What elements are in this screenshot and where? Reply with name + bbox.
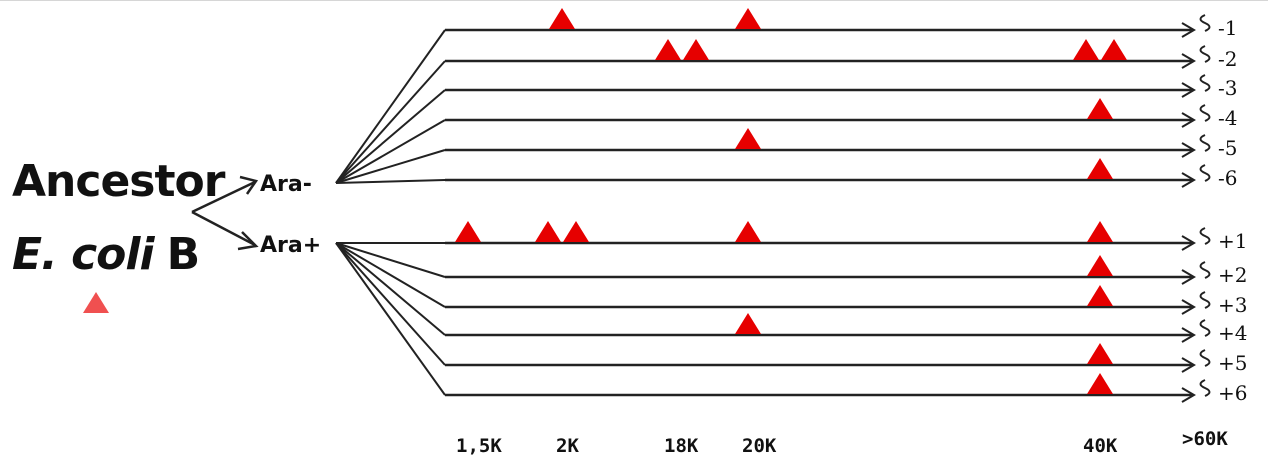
ancestor-strain-label: E. coli B (12, 233, 200, 277)
wavy-break-icon (1199, 104, 1211, 122)
wavy-break-icon (1199, 14, 1211, 32)
mutation-triangle-icon (1087, 221, 1113, 242)
ara-minus-population-label: -3 (1218, 76, 1238, 100)
arrowhead-icon (1181, 235, 1196, 251)
species-name: E. coli (12, 229, 155, 280)
mutation-triangle-icon (535, 221, 561, 242)
wavy-break-icon (1199, 164, 1211, 182)
ara-minus-branch-line (335, 89, 446, 184)
mutation-triangle-icon (735, 8, 761, 29)
wavy-break-icon (1199, 45, 1211, 63)
wavy-break-icon (1199, 261, 1211, 279)
ara-minus-population-label: -5 (1218, 136, 1238, 160)
ara-minus-branch-line (335, 179, 446, 184)
ancestor-triangle-icon (83, 292, 109, 313)
mutation-triangle-icon (655, 39, 681, 60)
mutation-triangle-icon (1101, 39, 1127, 60)
generation-tick-label: 18K (664, 435, 699, 457)
wavy-break-icon (1199, 291, 1211, 309)
generation-tick-label: 20K (742, 435, 777, 457)
ara-minus-population-label: -1 (1218, 16, 1238, 40)
mutation-triangle-icon (1073, 39, 1099, 60)
wavy-break-icon (1199, 379, 1211, 397)
ara-plus-population-label: +5 (1218, 351, 1248, 375)
arrowhead-icon (1181, 53, 1196, 69)
ara-plus-population-label: +1 (1218, 229, 1248, 253)
mutation-triangle-icon (1087, 343, 1113, 364)
arrowhead-icon (1181, 357, 1196, 373)
ara-minus-population-label: -4 (1218, 106, 1238, 130)
mutation-triangle-icon (735, 313, 761, 334)
branch-arrow-plus (191, 210, 256, 247)
mutation-triangle-icon (1087, 98, 1113, 119)
ara-minus-branch-line (335, 149, 446, 184)
arrowhead-icon (1181, 327, 1196, 343)
ara-minus-population-label: -2 (1218, 47, 1238, 71)
mutation-triangle-icon (1087, 285, 1113, 306)
arrowhead-icon (237, 231, 259, 251)
arrowhead-icon (1181, 269, 1196, 285)
mutation-triangle-icon (563, 221, 589, 242)
wavy-break-icon (1199, 319, 1211, 337)
generation-tick-label: 2K (556, 435, 579, 457)
mutation-triangle-icon (683, 39, 709, 60)
ara-plus-branch-line (335, 242, 446, 366)
ara-plus-population-label: +3 (1218, 293, 1248, 317)
ara-plus-branch-line (335, 242, 446, 308)
mutation-triangle-icon (735, 128, 761, 149)
generation-tick-label: 1,5K (456, 435, 502, 457)
ara-plus-label: Ara+ (260, 233, 322, 258)
generation-tick-label: 40K (1083, 435, 1118, 457)
ara-minus-branch-line (335, 60, 446, 184)
mutation-triangle-icon (1087, 373, 1113, 394)
mutation-triangle-icon (455, 221, 481, 242)
ara-plus-branch-line (335, 242, 446, 336)
wavy-break-icon (1199, 227, 1211, 245)
ara-plus-population-label: +4 (1218, 321, 1248, 345)
arrowhead-icon (239, 175, 259, 195)
arrowhead-icon (1181, 142, 1196, 158)
mutation-triangle-icon (549, 8, 575, 29)
arrowhead-icon (1181, 112, 1196, 128)
arrowhead-icon (1181, 82, 1196, 98)
ara-plus-population-label: +2 (1218, 263, 1248, 287)
wavy-break-icon (1199, 74, 1211, 92)
ara-minus-branch-line (335, 29, 446, 184)
arrowhead-icon (1181, 299, 1196, 315)
branch-arrow-minus (191, 180, 256, 214)
arrowhead-icon (1181, 22, 1196, 38)
generation-tick-label: >60K (1182, 428, 1228, 450)
mutation-triangle-icon (735, 221, 761, 242)
arrowhead-icon (1181, 387, 1196, 403)
wavy-break-icon (1199, 134, 1211, 152)
ara-plus-branch-line (335, 242, 446, 278)
arrowhead-icon (1181, 172, 1196, 188)
strain-name: B (166, 229, 201, 280)
mutation-triangle-icon (1087, 255, 1113, 276)
ara-minus-label: Ara- (260, 172, 312, 197)
wavy-break-icon (1199, 349, 1211, 367)
mutation-triangle-icon (1087, 158, 1113, 179)
ara-minus-population-label: -6 (1218, 166, 1238, 190)
ancestor-label: Ancestor (12, 156, 225, 207)
ara-minus-branch-line (335, 119, 446, 184)
ara-plus-population-label: +6 (1218, 381, 1248, 405)
ara-plus-branch-line (335, 242, 446, 396)
top-border (0, 0, 1268, 1)
